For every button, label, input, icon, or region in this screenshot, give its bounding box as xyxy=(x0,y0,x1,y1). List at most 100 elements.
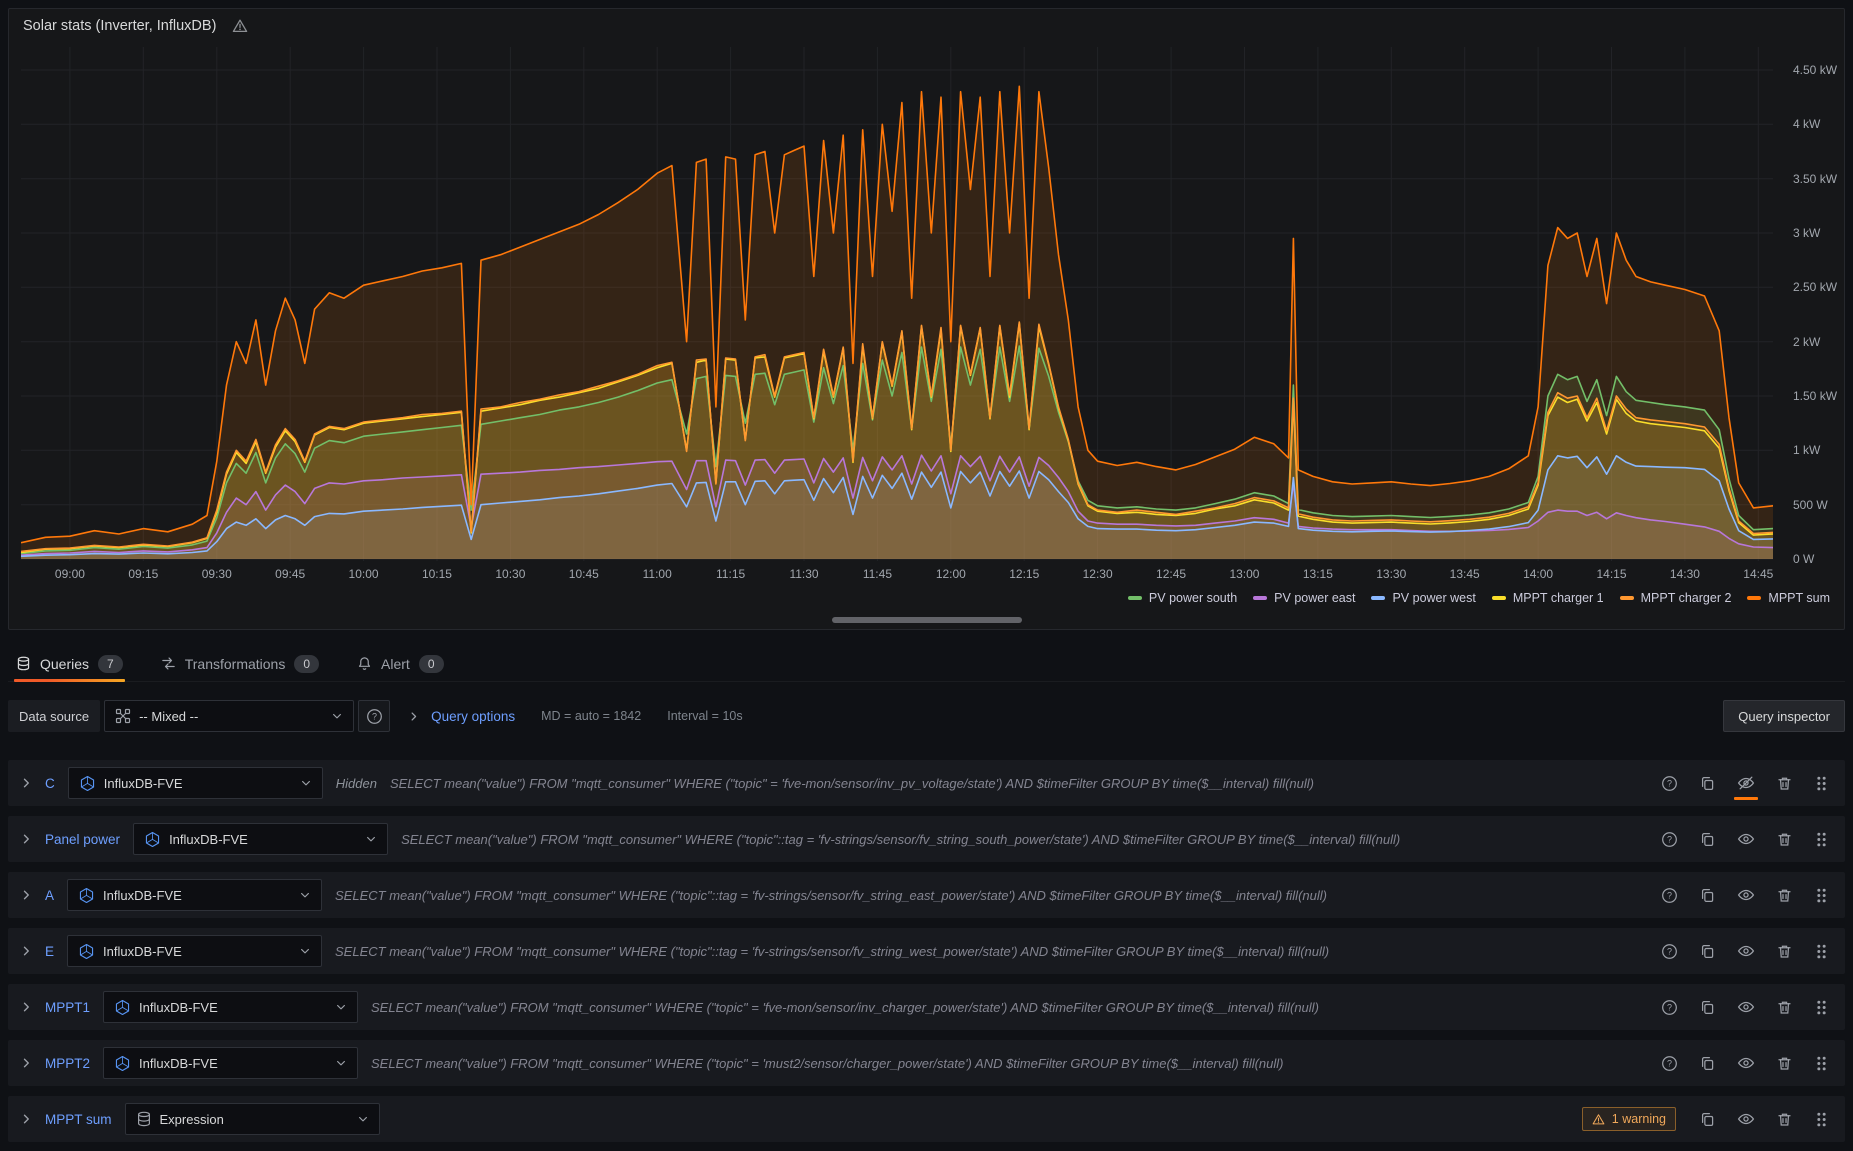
drag-handle[interactable] xyxy=(1814,943,1829,960)
query-row[interactable]: MPPT2 InfluxDB-FVE SELECT mean("value") … xyxy=(8,1040,1845,1086)
help-icon-button[interactable]: ? xyxy=(1661,775,1678,792)
help-icon-button[interactable]: ? xyxy=(1661,999,1678,1016)
query-row[interactable]: Panel power InfluxDB-FVE SELECT mean("va… xyxy=(8,816,1845,862)
query-options-interval: Interval = 10s xyxy=(667,709,742,723)
x-tick-label: 14:30 xyxy=(1670,567,1700,581)
drag-handle[interactable] xyxy=(1814,887,1829,904)
toggle-visibility-button[interactable] xyxy=(1737,886,1755,904)
query-ref-id[interactable]: A xyxy=(45,888,54,903)
delete-query-button[interactable] xyxy=(1776,1055,1793,1072)
query-row[interactable]: E InfluxDB-FVE SELECT mean("value") FROM… xyxy=(8,928,1845,974)
duplicate-query-button[interactable] xyxy=(1699,831,1716,848)
delete-query-button[interactable] xyxy=(1776,999,1793,1016)
duplicate-query-button[interactable] xyxy=(1699,1111,1716,1128)
query-row[interactable]: C InfluxDB-FVE Hidden SELECT mean("value… xyxy=(8,760,1845,806)
pane-resize-handle[interactable] xyxy=(832,617,1022,623)
duplicate-query-button[interactable] xyxy=(1699,887,1716,904)
x-tick-label: 11:30 xyxy=(789,567,818,581)
warning-triangle-icon[interactable] xyxy=(232,18,248,34)
chevron-right-icon[interactable] xyxy=(20,945,32,957)
chevron-right-icon[interactable] xyxy=(20,1001,32,1013)
y-tick-label: 500 W xyxy=(1793,498,1828,512)
datasource-value: InfluxDB-FVE xyxy=(169,832,248,847)
help-icon-button[interactable]: ? xyxy=(1661,1055,1678,1072)
help-icon-button[interactable]: ? xyxy=(1661,887,1678,904)
query-row[interactable]: MPPT1 InfluxDB-FVE SELECT mean("value") … xyxy=(8,984,1845,1030)
query-options[interactable]: Query options MD = auto = 1842 Interval … xyxy=(408,709,743,724)
svg-text:?: ? xyxy=(1667,834,1672,844)
tab-transformations[interactable]: Transformations 0 xyxy=(159,646,321,681)
warning-badge[interactable]: 1 warning xyxy=(1582,1107,1676,1131)
drag-handle[interactable] xyxy=(1814,831,1829,848)
delete-query-button[interactable] xyxy=(1776,887,1793,904)
svg-text:?: ? xyxy=(372,711,377,721)
query-ref-id[interactable]: MPPT sum xyxy=(45,1112,112,1127)
query-preview: SELECT mean("value") FROM "mqtt_consumer… xyxy=(335,888,1648,903)
query-inspector-button[interactable]: Query inspector xyxy=(1723,700,1845,732)
chevron-right-icon[interactable] xyxy=(20,889,32,901)
query-ref-id[interactable]: E xyxy=(45,944,54,959)
drag-handle[interactable] xyxy=(1814,1111,1829,1128)
query-row[interactable]: A InfluxDB-FVE SELECT mean("value") FROM… xyxy=(8,872,1845,918)
datasource-picker[interactable]: InfluxDB-FVE xyxy=(67,879,322,911)
influxdb-icon xyxy=(78,943,95,960)
delete-query-button[interactable] xyxy=(1776,943,1793,960)
y-tick-label: 1.50 kW xyxy=(1793,389,1837,403)
query-ref-id[interactable]: C xyxy=(45,776,55,791)
chevron-right-icon[interactable] xyxy=(20,777,32,789)
legend-item[interactable]: MPPT charger 2 xyxy=(1620,591,1732,605)
legend-swatch xyxy=(1492,596,1506,600)
legend-item[interactable]: MPPT sum xyxy=(1747,591,1830,605)
x-tick-label: 12:00 xyxy=(936,567,966,581)
influxdb-icon xyxy=(114,1055,131,1072)
chevron-right-icon[interactable] xyxy=(20,1113,32,1125)
duplicate-query-button[interactable] xyxy=(1699,775,1716,792)
query-ref-id[interactable]: Panel power xyxy=(45,832,120,847)
query-ref-id[interactable]: MPPT1 xyxy=(45,1000,90,1015)
chevron-down-icon xyxy=(300,777,312,789)
x-tick-label: 12:45 xyxy=(1156,567,1186,581)
query-row-actions: ? xyxy=(1661,830,1829,848)
duplicate-query-button[interactable] xyxy=(1699,943,1716,960)
toggle-visibility-button[interactable] xyxy=(1737,942,1755,960)
drag-handle[interactable] xyxy=(1814,999,1829,1016)
toggle-visibility-button[interactable] xyxy=(1737,774,1755,792)
legend-item[interactable]: PV power west xyxy=(1371,591,1475,605)
legend-item[interactable]: PV power south xyxy=(1128,591,1237,605)
datasource-picker[interactable]: Expression xyxy=(125,1103,380,1135)
x-tick-label: 09:30 xyxy=(202,567,232,581)
panel-title[interactable]: Solar stats (Inverter, InfluxDB) xyxy=(23,18,216,34)
datasource-picker[interactable]: -- Mixed -- xyxy=(104,700,354,732)
datasource-picker[interactable]: InfluxDB-FVE xyxy=(103,991,358,1023)
query-options-label[interactable]: Query options xyxy=(431,709,515,724)
help-icon-button[interactable]: ? xyxy=(1661,943,1678,960)
y-tick-label: 0 W xyxy=(1793,552,1814,566)
delete-query-button[interactable] xyxy=(1776,1111,1793,1128)
x-tick-label: 10:30 xyxy=(495,567,525,581)
datasource-picker[interactable]: InfluxDB-FVE xyxy=(68,767,323,799)
chevron-right-icon[interactable] xyxy=(20,1057,32,1069)
help-icon-button[interactable]: ? xyxy=(358,700,390,732)
x-tick-label: 12:30 xyxy=(1083,567,1113,581)
delete-query-button[interactable] xyxy=(1776,775,1793,792)
toggle-visibility-button[interactable] xyxy=(1737,1054,1755,1072)
datasource-picker[interactable]: InfluxDB-FVE xyxy=(133,823,388,855)
legend-item[interactable]: MPPT charger 1 xyxy=(1492,591,1604,605)
legend-item[interactable]: PV power east xyxy=(1253,591,1355,605)
toggle-visibility-button[interactable] xyxy=(1737,830,1755,848)
help-icon-button[interactable]: ? xyxy=(1661,831,1678,848)
delete-query-button[interactable] xyxy=(1776,831,1793,848)
drag-handle[interactable] xyxy=(1814,1055,1829,1072)
datasource-picker[interactable]: InfluxDB-FVE xyxy=(67,935,322,967)
drag-handle[interactable] xyxy=(1814,775,1829,792)
tab-alert[interactable]: Alert 0 xyxy=(355,646,445,681)
duplicate-query-button[interactable] xyxy=(1699,999,1716,1016)
datasource-picker[interactable]: InfluxDB-FVE xyxy=(103,1047,358,1079)
tab-queries[interactable]: Queries 7 xyxy=(14,646,125,681)
query-row[interactable]: MPPT sum Expression 1 warning ? xyxy=(8,1096,1845,1142)
chevron-right-icon[interactable] xyxy=(20,833,32,845)
query-ref-id[interactable]: MPPT2 xyxy=(45,1056,90,1071)
duplicate-query-button[interactable] xyxy=(1699,1055,1716,1072)
toggle-visibility-button[interactable] xyxy=(1737,1110,1755,1128)
toggle-visibility-button[interactable] xyxy=(1737,998,1755,1016)
